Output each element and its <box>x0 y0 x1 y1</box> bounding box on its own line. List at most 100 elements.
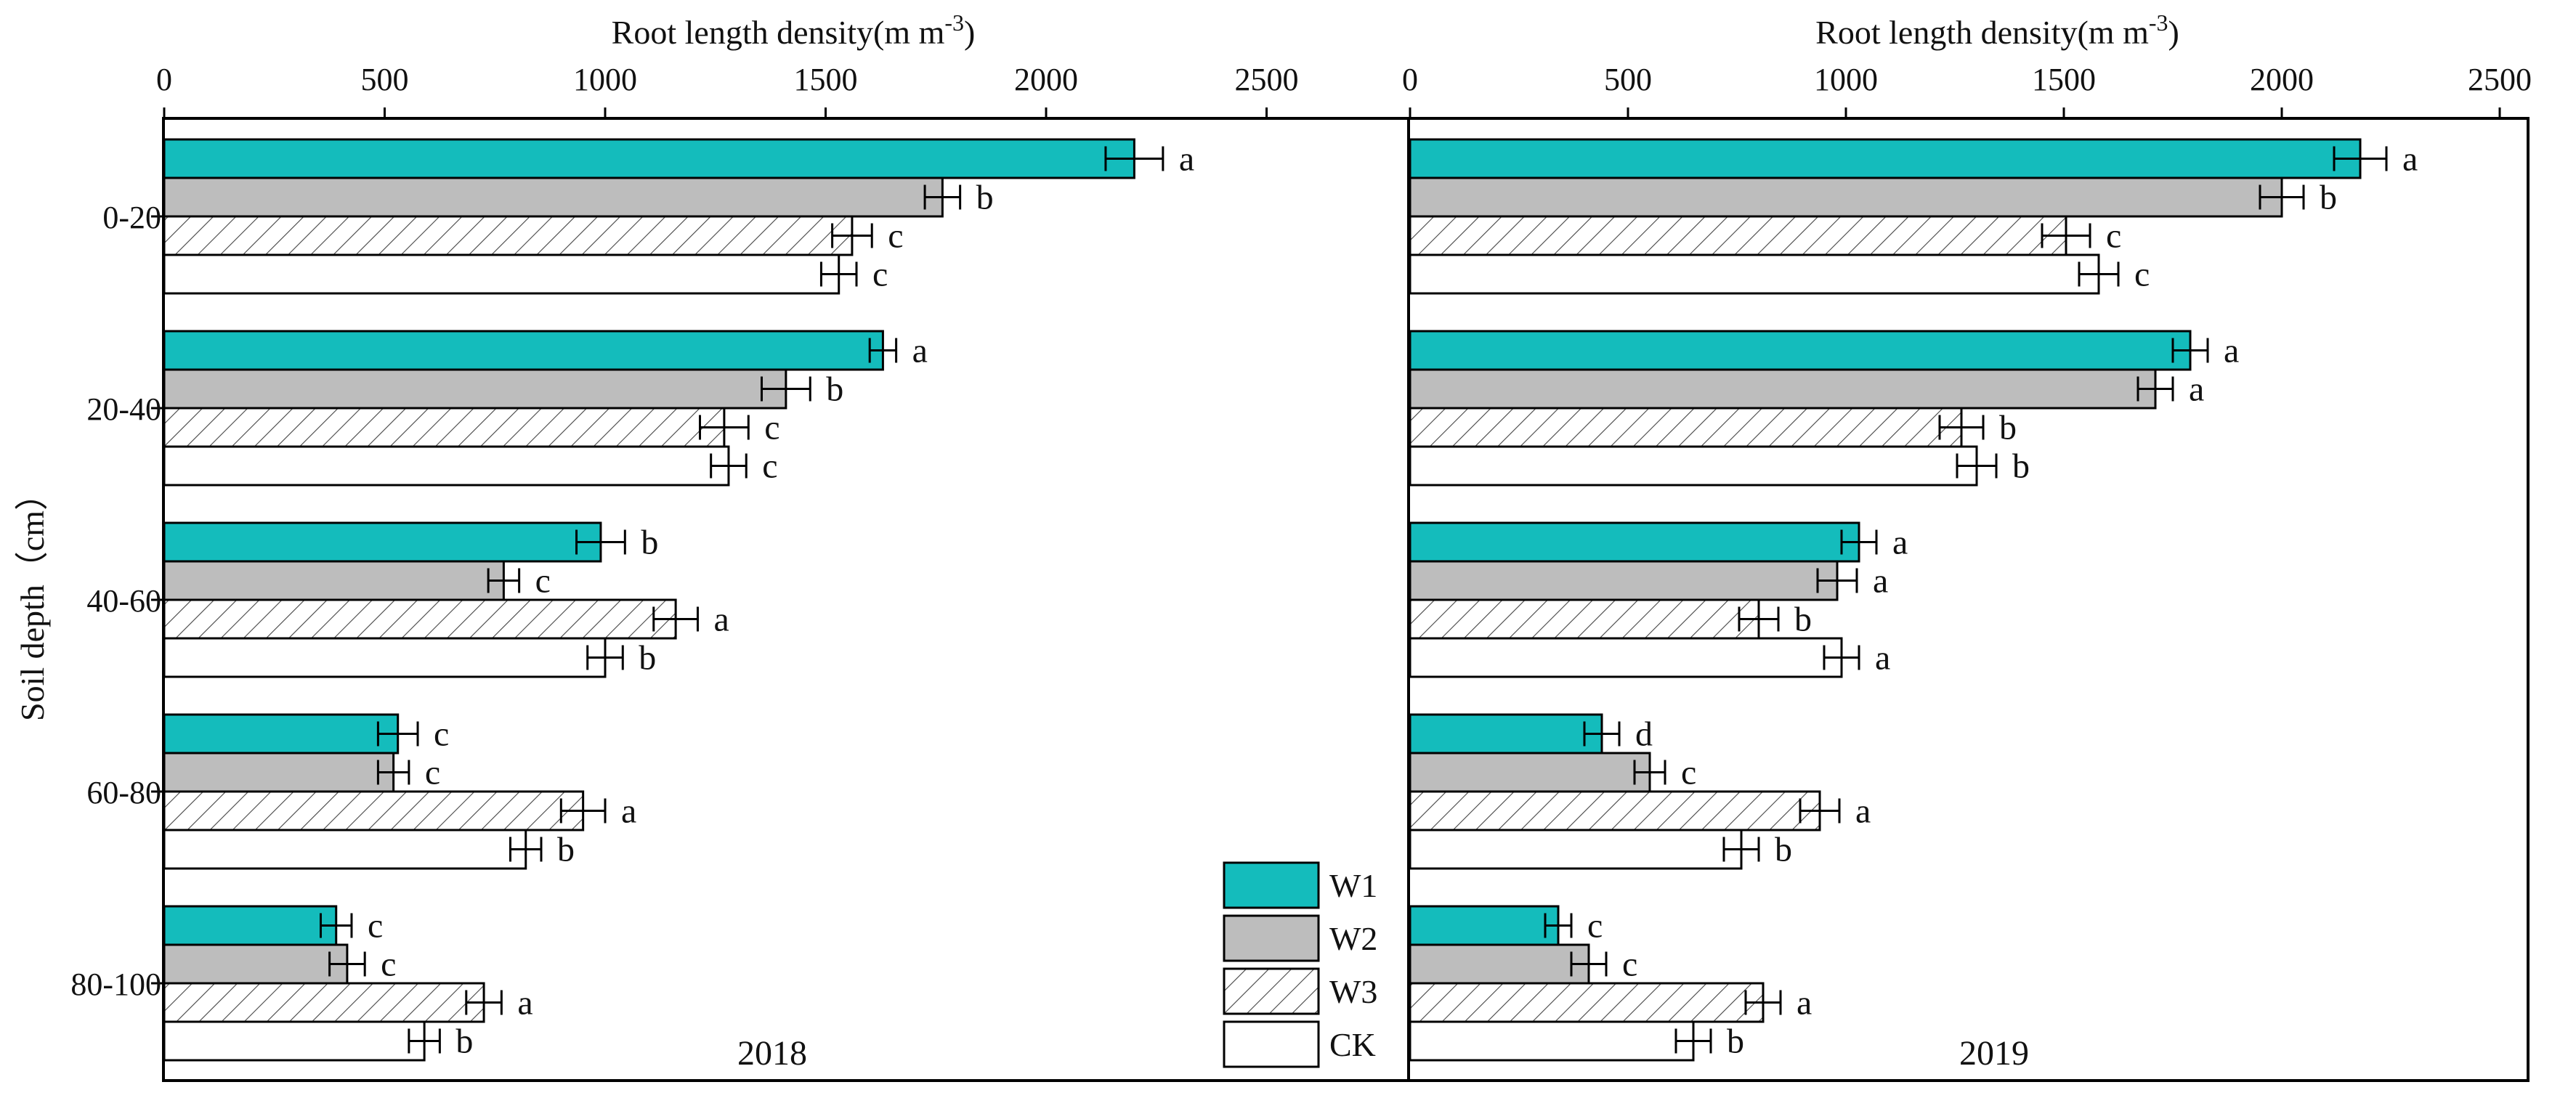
panel-2019-W1-20-40-letter: a <box>2224 332 2239 370</box>
panel-2019-W3-40-60-bar <box>1409 598 1760 640</box>
panel-2019-W3-60-80-bar <box>1409 790 1821 831</box>
panel-2018-xtick-label-500: 500 <box>361 62 409 97</box>
panel-2018-W3-60-80-bar <box>163 790 585 831</box>
panel-2018-year-label: 2018 <box>737 1034 807 1073</box>
panel-2019-W1-0-20-letter: a <box>2402 140 2418 179</box>
panel-2018-W2-60-80-bar <box>163 752 395 793</box>
panel-2018-CK-0-20-letter: c <box>872 256 888 294</box>
panel-2019-W1-60-80-bar <box>1409 713 1603 755</box>
panel-2018-W2-20-40-letter: b <box>826 370 843 409</box>
panel-2018-CK-40-60-bar <box>163 637 607 678</box>
panel-2018-W2-60-80-letter: c <box>425 754 440 792</box>
panel-2019-W3-80-100-letter: a <box>1797 984 1812 1022</box>
panel-2019-CK-60-80-letter: b <box>1775 831 1792 869</box>
panel-2019-W3-20-40-letter: b <box>1999 409 2017 447</box>
panel-2018-W3-40-60-letter: a <box>713 601 729 639</box>
panel-2019-CK-20-40-bar <box>1409 445 1978 487</box>
panel-2018-CK-80-100-letter: b <box>455 1022 473 1061</box>
panel-2018-W1-40-60-letter: b <box>641 524 658 562</box>
panel-2019-W1-80-100-bar <box>1409 905 1560 946</box>
panel-2018-CK-20-40-letter: c <box>762 447 777 486</box>
legend-swatch-W3 <box>1223 967 1320 1015</box>
panel-2018-W2-80-100-letter: c <box>381 946 396 984</box>
panel-2019-CK-20-40-letter: b <box>2012 447 2030 486</box>
panel-2018-W3-80-100-bar <box>163 982 485 1023</box>
panel-2018-W1-20-40-bar <box>163 330 884 371</box>
panel-2019-year-label: 2019 <box>1959 1034 2029 1073</box>
panel-2019-CK-80-100-letter: b <box>1727 1022 1744 1061</box>
panel-2018-CK-20-40-bar <box>163 445 730 487</box>
panel-2018-W1-0-20-bar <box>163 138 1135 179</box>
panel-2018-W3-0-20-letter: c <box>888 217 903 256</box>
panel-2018-xlabel: Root length density(m m-3) <box>612 9 976 51</box>
panel-2018-CK-40-60-letter: b <box>639 639 656 678</box>
panel-2018-W1-60-80-letter: c <box>434 715 449 754</box>
panel-2018-xtick-label-2000: 2000 <box>1014 62 1078 97</box>
panel-2019-W1-60-80-letter: d <box>1635 715 1653 754</box>
panel-2019-W1-20-40-bar <box>1409 330 2192 371</box>
panel-2018-W1-20-40-letter: a <box>912 332 928 370</box>
panel-2019-CK-40-60-bar <box>1409 637 1843 678</box>
panel-2018-W3-80-100-letter: a <box>517 984 532 1022</box>
legend-label-W2: W2 <box>1329 920 1377 957</box>
panel-2019-xlabel-superscript: -3 <box>2149 9 2168 36</box>
panel-2018-W3-0-20-bar <box>163 215 854 256</box>
panel-2019-W1-40-60-bar <box>1409 521 1860 563</box>
panel-2018-xtick-label-2500: 2500 <box>1235 62 1299 97</box>
legend-label-W1: W1 <box>1329 867 1377 904</box>
panel-2019-CK-0-20-bar <box>1409 253 2100 295</box>
panel-2018-W1-80-100-letter: c <box>368 907 383 946</box>
panel-2018-CK-60-80-letter: b <box>557 831 575 869</box>
ytick-label-20-40: 20-40 <box>86 391 161 427</box>
legend-label-CK: CK <box>1329 1026 1376 1063</box>
panel-2018-W3-20-40-bar <box>163 407 726 448</box>
panel-2019-W2-20-40-letter: a <box>2189 370 2204 409</box>
legend-swatch-W1 <box>1223 861 1320 909</box>
panel-2018-W1-60-80-bar <box>163 713 400 755</box>
y-axis-title: Soil depth（cm） <box>14 477 51 721</box>
panel-2019-W3-20-40-bar <box>1409 407 1963 448</box>
panel-2018-W2-20-40-bar <box>163 368 787 410</box>
panel-2019-W2-20-40-bar <box>1409 368 2157 410</box>
panel-2019-xlabel-suffix: ) <box>2168 14 2179 51</box>
panel-2018-W2-0-20-bar <box>163 176 944 218</box>
panel-2018-xlabel-superscript: -3 <box>944 9 964 36</box>
panel-2018-xtick-label-1500: 1500 <box>794 62 858 97</box>
panel-2018-xlabel-main: Root length density(m m <box>612 14 945 51</box>
legend-label-W3: W3 <box>1329 973 1377 1010</box>
panel-2018-W2-80-100-bar <box>163 943 349 985</box>
legend-swatch-W2 <box>1223 914 1320 962</box>
panel-2019-W3-60-80-letter: a <box>1855 792 1871 831</box>
panel-2019-CK-40-60-letter: a <box>1875 639 1890 678</box>
panel-2018-W3-40-60-bar <box>163 598 677 640</box>
panel-2019-xlabel: Root length density(m m-3) <box>1815 9 2179 51</box>
panel-2019-W2-0-20-bar <box>1409 176 2283 218</box>
panel-2018-CK-80-100-bar <box>163 1020 426 1062</box>
panel-2018-CK-0-20-bar <box>163 253 841 295</box>
panel-2019-xtick-label-500: 500 <box>1604 62 1652 97</box>
panel-2019-CK-60-80-bar <box>1409 829 1743 870</box>
panel-2019-W2-0-20-letter: b <box>2320 179 2337 217</box>
ytick-label-0-20: 0-20 <box>102 200 161 235</box>
panel-2019-W3-40-60-letter: b <box>1794 601 1812 639</box>
panel-2019-W2-60-80-letter: c <box>1681 754 1696 792</box>
panel-2019-xtick-label-1000: 1000 <box>1814 62 1878 97</box>
panel-2019-W1-80-100-letter: c <box>1587 907 1603 946</box>
panel-2018-xtick-label-0: 0 <box>156 62 172 97</box>
panel-2018-W3-20-40-letter: c <box>764 409 779 447</box>
panel-2018-W2-40-60-bar <box>163 560 505 601</box>
panel-2018-xtick-label-1000: 1000 <box>573 62 637 97</box>
panel-2018-W2-40-60-letter: c <box>535 562 551 601</box>
panel-2019-frame <box>1407 117 2530 1082</box>
panel-2019-W3-0-20-bar <box>1409 215 2067 256</box>
ytick-label-80-100: 80-100 <box>70 967 161 1002</box>
panel-2019-W2-80-100-letter: c <box>1622 946 1637 984</box>
ytick-label-60-80: 60-80 <box>86 775 161 810</box>
panel-2019-CK-0-20-letter: c <box>2134 256 2150 294</box>
panel-2019-xlabel-main: Root length density(m m <box>1815 14 2149 51</box>
panel-2018-W1-40-60-bar <box>163 521 602 563</box>
panel-2019-W2-40-60-bar <box>1409 560 1839 601</box>
panel-2019-W2-60-80-bar <box>1409 752 1651 793</box>
